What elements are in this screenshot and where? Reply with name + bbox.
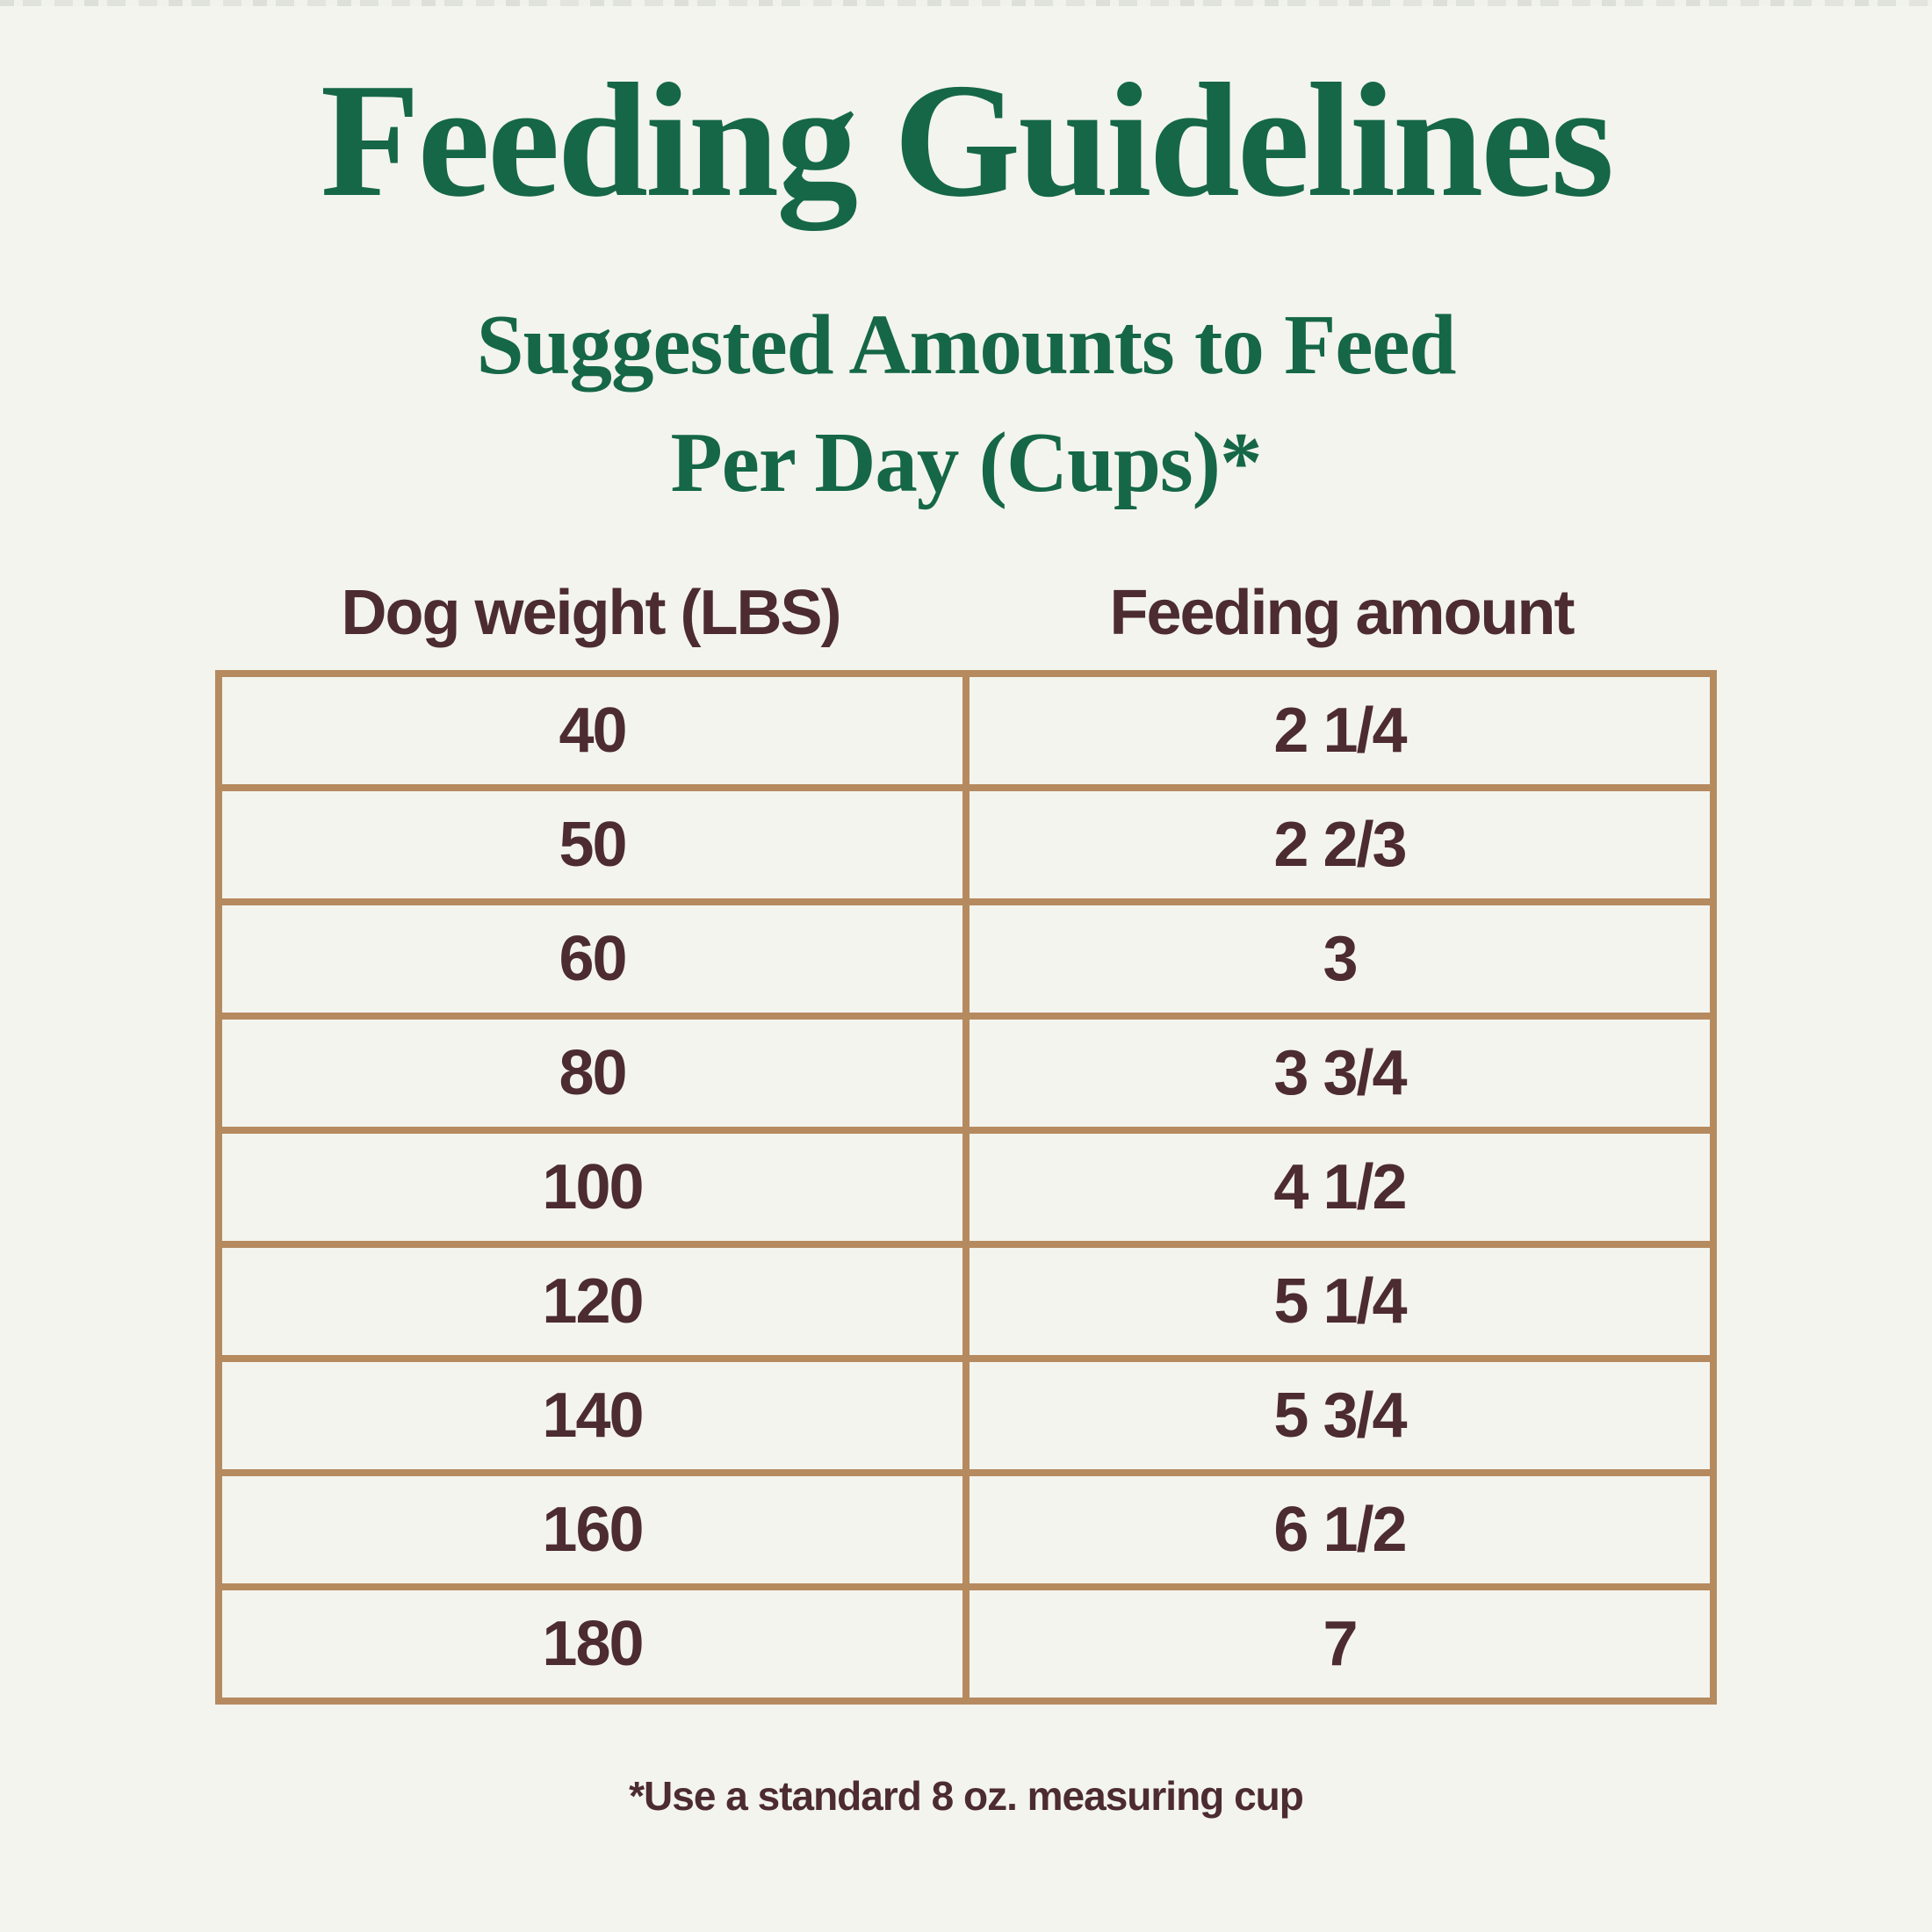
weight-cell: 60 bbox=[222, 905, 962, 1013]
weight-cell: 140 bbox=[222, 1361, 962, 1469]
top-edge-artifact bbox=[0, 0, 1932, 6]
page-title: Feeding Guidelines bbox=[320, 50, 1614, 231]
table-section: Dog weight (LBS) Feeding amount 40 2 1/4… bbox=[215, 569, 1717, 1705]
weight-cell: 40 bbox=[222, 676, 962, 784]
weight-cell: 50 bbox=[222, 790, 962, 898]
column-header-feeding-amount: Feeding amount bbox=[1109, 578, 1575, 648]
weight-cell: 180 bbox=[222, 1590, 962, 1698]
amount-cell: 4 1/2 bbox=[970, 1133, 1710, 1241]
weight-cell: 120 bbox=[222, 1247, 962, 1355]
amount-cell: 2 1/4 bbox=[970, 676, 1710, 784]
weight-cell: 80 bbox=[222, 1019, 962, 1127]
feeding-table: 40 2 1/4 50 2 2/3 60 3 80 3 3/4 100 4 1/… bbox=[215, 669, 1717, 1705]
measuring-cup-footnote: *Use a standard 8 oz. measuring cup bbox=[629, 1773, 1304, 1819]
subtitle-line-1: Suggested Amounts to Feed bbox=[476, 298, 1457, 392]
subtitle-line-2: Per Day (Cups)* bbox=[670, 415, 1263, 509]
column-header-dog-weight: Dog weight (LBS) bbox=[341, 578, 842, 648]
table-header-row: Dog weight (LBS) Feeding amount bbox=[215, 569, 1717, 658]
amount-cell: 7 bbox=[970, 1590, 1710, 1698]
amount-cell: 3 bbox=[970, 905, 1710, 1013]
amount-cell: 5 3/4 bbox=[970, 1361, 1710, 1469]
amount-cell: 2 2/3 bbox=[970, 790, 1710, 898]
page-subtitle: Suggested Amounts to Feed Per Day (Cups)… bbox=[0, 286, 1932, 522]
amount-cell: 5 1/4 bbox=[970, 1247, 1710, 1355]
amount-cell: 6 1/2 bbox=[970, 1475, 1710, 1583]
weight-cell: 100 bbox=[222, 1133, 962, 1241]
amount-cell: 3 3/4 bbox=[970, 1019, 1710, 1127]
weight-cell: 160 bbox=[222, 1475, 962, 1583]
